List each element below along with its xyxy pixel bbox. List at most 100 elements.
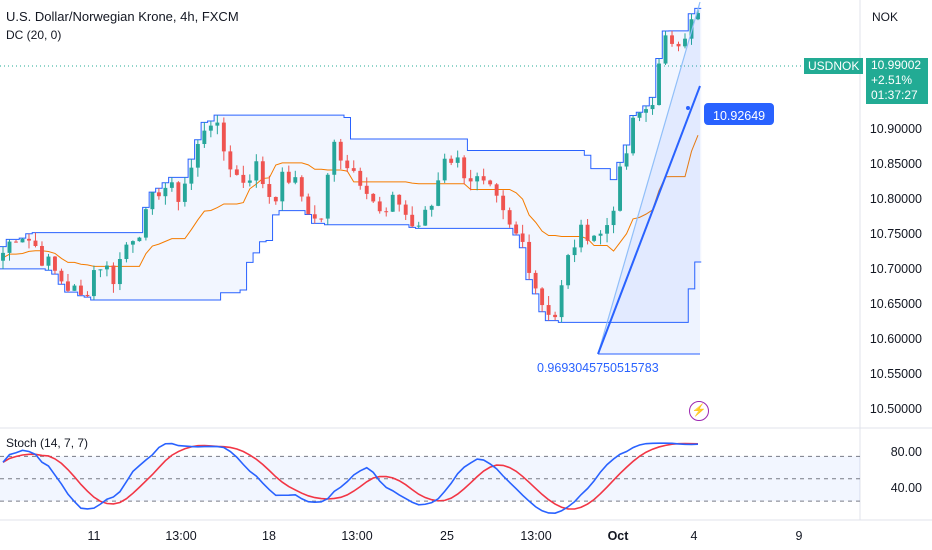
candle-body [208,125,213,131]
candle-body [7,241,12,253]
y-tick: 10.80000 [869,192,922,206]
candle-body [423,209,428,226]
candle-body [358,170,363,186]
candle-body [533,272,538,289]
candle-body [286,171,291,183]
x-tick: 9 [795,529,803,543]
candle-body [631,117,635,154]
candle-body [403,204,408,215]
lightning-icon[interactable]: ⚡ [689,401,709,421]
candle-body [14,241,18,243]
candle-body [130,241,135,245]
candle-body [78,285,83,295]
candle-body [345,160,350,169]
candle-body [494,184,499,196]
candle-body [598,233,603,236]
candle-body [429,205,434,210]
candle-body [254,161,259,181]
candle-body [143,209,148,238]
candle-body [338,141,343,161]
bar-countdown: 01:37:27 [871,88,918,102]
candle-body [33,240,38,246]
candle-body [273,196,278,202]
candle-body [40,245,44,266]
candle-body [98,269,103,271]
candle-body [618,166,623,211]
candle-body [676,43,681,47]
candle-body [46,256,51,266]
y-tick: 10.50000 [869,402,922,416]
trend-anchor [686,106,690,110]
x-tick: 4 [690,529,698,543]
candle-body [182,183,187,202]
candle-body [364,185,369,194]
candle-body [462,157,467,179]
candle-body [384,211,389,213]
y-tick: 10.55000 [869,367,922,381]
candle-body [624,153,629,167]
candle-body [650,105,655,110]
candle-body [260,161,265,185]
fib-diagonal [597,1,701,355]
stoch-k-line [2,442,699,514]
candle-body [436,180,441,206]
candle-body [124,244,129,260]
y-tick: 10.70000 [869,262,922,276]
candle-body [390,194,395,212]
candle-body [247,180,252,183]
candle-body [104,265,109,270]
candle-body [1,252,5,261]
candle-body [514,224,519,234]
drawing-value-label: 0.9693045750515783 [537,361,659,375]
candle-body [371,193,376,202]
donchian-upper [0,7,702,248]
candle-body [546,305,551,315]
x-tick: 13:00 [520,529,552,543]
trendline-price-tag[interactable]: 10.92649 [704,103,775,125]
candle-body [156,192,161,197]
candle-body [241,174,246,183]
candle-body [267,184,272,197]
candle-body [27,238,31,241]
x-tick: Oct [607,529,629,543]
candle-body [481,176,486,181]
x-tick: 13:00 [341,529,373,543]
candle-body [176,182,181,202]
candle-body [306,196,311,215]
candle-body [592,235,597,241]
candle-body [111,265,116,285]
candle-body [325,174,330,219]
y-tick: 10.85000 [869,157,922,171]
candle-body [442,158,447,181]
trend-line [597,85,701,355]
stoch-band [0,456,860,502]
candle-body [397,194,402,205]
candle-body [169,182,174,188]
candle-body [20,238,25,243]
x-tick: 13:00 [165,529,197,543]
candle-body [507,210,512,225]
candle-body [559,285,564,318]
candle-body [202,130,207,145]
candle-body [72,285,77,291]
donchian-indicator-label[interactable]: DC (20, 0) [6,28,62,42]
candle-body [611,210,616,226]
candle-body [585,224,590,241]
candle-body [410,214,415,227]
x-tick: 25 [440,529,454,543]
stoch-tick: 80.00 [890,445,922,459]
currency-label[interactable]: NOK [872,10,899,24]
candle-body [657,63,661,106]
candle-body [332,141,337,175]
candle-body [59,270,64,282]
candle-body [416,225,421,227]
candle-body [488,180,493,185]
candle-body [501,195,506,211]
candle-body [234,169,239,175]
candle-body [540,288,545,306]
stoch-indicator-label[interactable]: Stoch (14, 7, 7) [6,436,89,450]
candle-body [91,270,96,297]
candle-body [312,214,317,219]
candle-body [319,218,324,220]
